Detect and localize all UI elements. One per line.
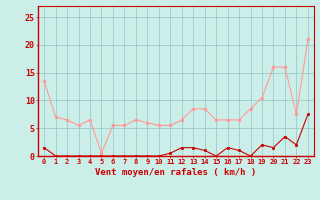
X-axis label: Vent moyen/en rafales ( km/h ): Vent moyen/en rafales ( km/h ) (95, 168, 257, 177)
